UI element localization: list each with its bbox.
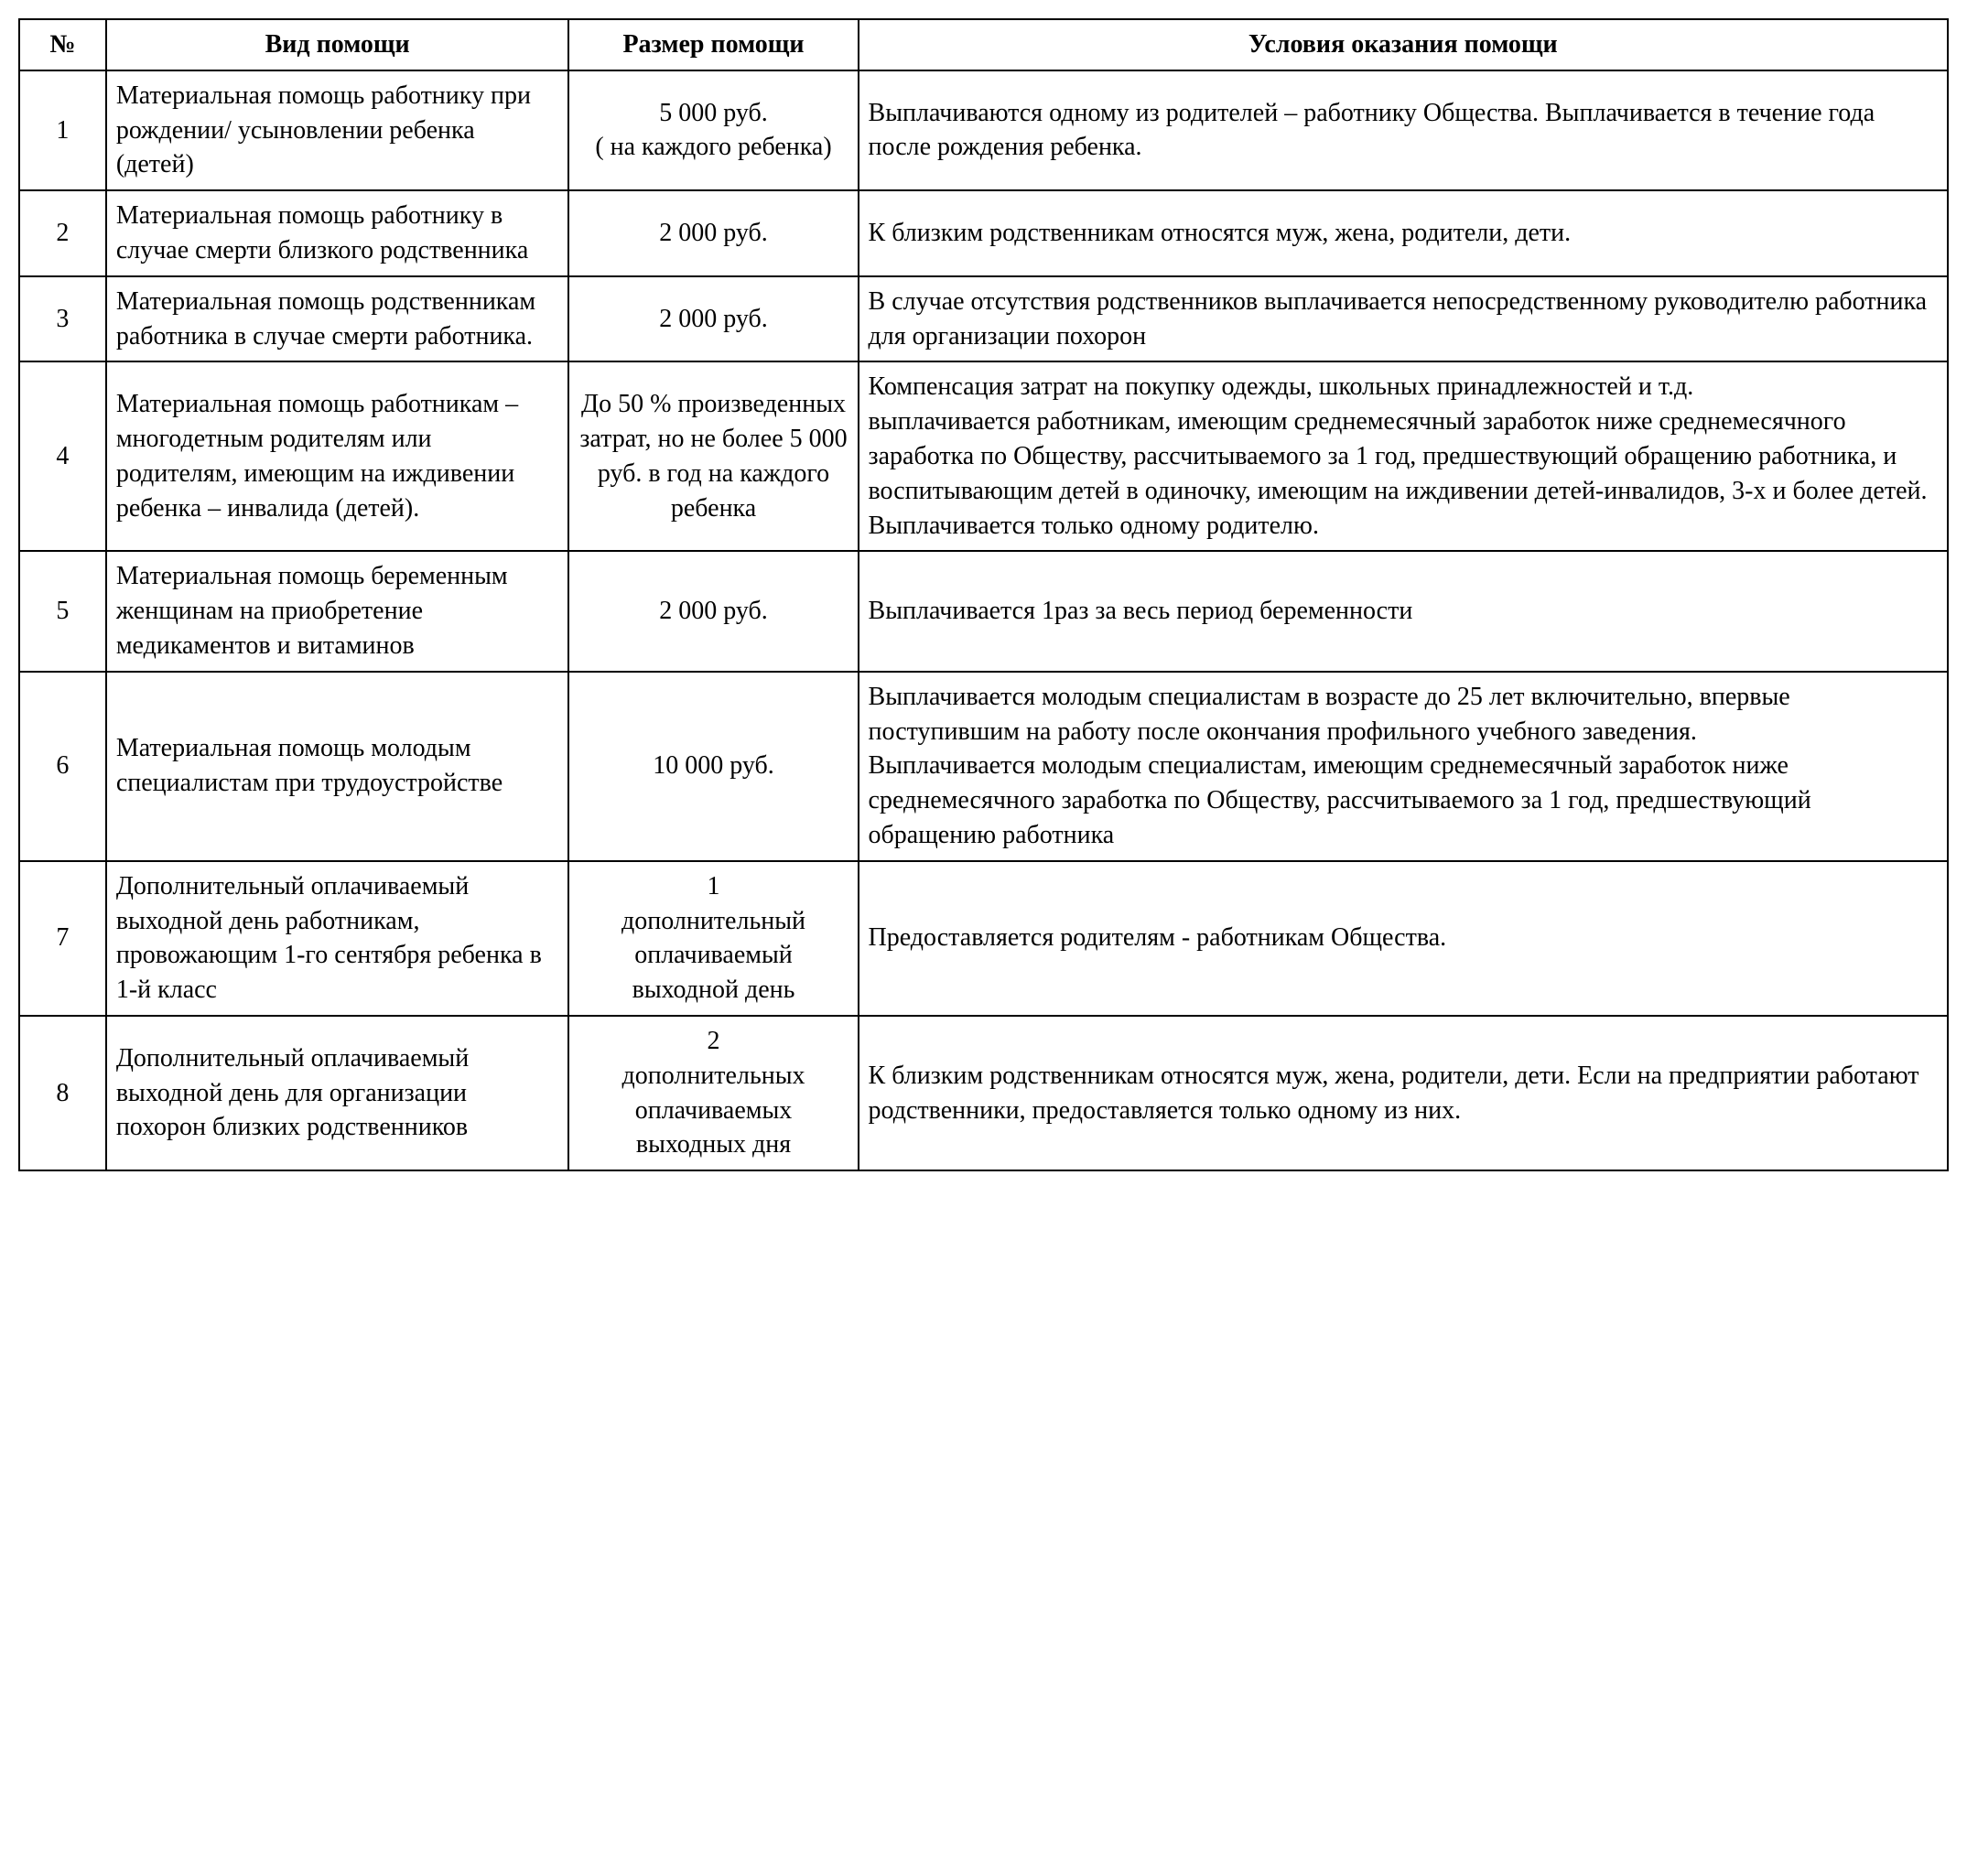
table-row: 5 Материальная помощь беременным женщина… [19, 551, 1948, 671]
cell-amount: 1дополнительный оплачиваемый выходной де… [568, 861, 858, 1016]
amount-line-2: дополнительный оплачиваемый выходной ден… [578, 904, 848, 1008]
cell-type: Материальная помощь работникам – многоде… [106, 361, 569, 551]
table-row: 7Дополнительный оплачиваемый выходной де… [19, 861, 1948, 1016]
cell-conditions: В случае отсутствия родственников выплач… [859, 276, 1948, 362]
cell-type: Дополнительный оплачиваемый выходной ден… [106, 861, 569, 1016]
amount-line-1: 2 000 руб. [578, 216, 848, 251]
table-row: 2Материальная помощь работнику в случае … [19, 190, 1948, 276]
amount-line-1: 2 [578, 1024, 848, 1059]
cell-type: Материальная помощь работнику в случае с… [106, 190, 569, 276]
cell-conditions: Выплачивается 1раз за весь период береме… [859, 551, 1948, 671]
cell-type: Материальная помощь молодым специалистам… [106, 672, 569, 861]
cell-amount: 2 000 руб. [568, 190, 858, 276]
cell-amount: 5 000 руб.( на каждого ребенка) [568, 70, 858, 190]
amount-line-2: дополнительных оплачиваемых выходных дня [578, 1059, 848, 1162]
cell-conditions: Предоставляется родителям - работникам О… [859, 861, 1948, 1016]
header-conditions: Условия оказания помощи [859, 19, 1948, 70]
cell-num: 7 [19, 861, 106, 1016]
table-header-row: № Вид помощи Размер помощи Условия оказа… [19, 19, 1948, 70]
cell-num: 6 [19, 672, 106, 861]
benefits-table: № Вид помощи Размер помощи Условия оказа… [18, 18, 1949, 1171]
cell-type: Материальная помощь беременным женщинам … [106, 551, 569, 671]
cell-amount: 10 000 руб. [568, 672, 858, 861]
cell-conditions: Выплачиваются одному из родителей – рабо… [859, 70, 1948, 190]
cell-amount: До 50 % произведенных затрат, но не боле… [568, 361, 858, 551]
table-row: 8Дополнительный оплачиваемый выходной де… [19, 1016, 1948, 1170]
table-row: 4Материальная помощь работникам – многод… [19, 361, 1948, 551]
amount-line-1: 10 000 руб. [578, 749, 848, 783]
amount-line-1: 1 [578, 869, 848, 904]
cell-type: Материальная помощь работнику при рожден… [106, 70, 569, 190]
table-row: 6Материальная помощь молодым специалиста… [19, 672, 1948, 861]
amount-line-1: 2 000 руб. [578, 594, 848, 629]
header-num: № [19, 19, 106, 70]
amount-line-1: 2 000 руб. [578, 302, 848, 337]
table-row: 3Материальная помощь родственникам работ… [19, 276, 1948, 362]
cell-num: 4 [19, 361, 106, 551]
cell-type: Дополнительный оплачиваемый выходной ден… [106, 1016, 569, 1170]
cell-num: 8 [19, 1016, 106, 1170]
table-row: 1 Материальная помощь работнику при рожд… [19, 70, 1948, 190]
cell-num: 2 [19, 190, 106, 276]
header-type: Вид помощи [106, 19, 569, 70]
cell-amount: 2 000 руб. [568, 551, 858, 671]
cell-conditions: К близким родственникам относятся муж, ж… [859, 1016, 1948, 1170]
cell-conditions: Выплачивается молодым специалистам в воз… [859, 672, 1948, 861]
cell-conditions: Компенсация затрат на покупку одежды, шк… [859, 361, 1948, 551]
cell-num: 5 [19, 551, 106, 671]
cell-amount: 2 000 руб. [568, 276, 858, 362]
cell-type: Материальная помощь родственникам работн… [106, 276, 569, 362]
cell-num: 1 [19, 70, 106, 190]
header-amount: Размер помощи [568, 19, 858, 70]
amount-line-2: ( на каждого ребенка) [578, 130, 848, 165]
amount-line-1: До 50 % произведенных затрат, но не боле… [578, 387, 848, 525]
cell-num: 3 [19, 276, 106, 362]
amount-line-1: 5 000 руб. [578, 96, 848, 131]
cell-conditions: К близким родственникам относятся муж, ж… [859, 190, 1948, 276]
cell-amount: 2дополнительных оплачиваемых выходных дн… [568, 1016, 858, 1170]
